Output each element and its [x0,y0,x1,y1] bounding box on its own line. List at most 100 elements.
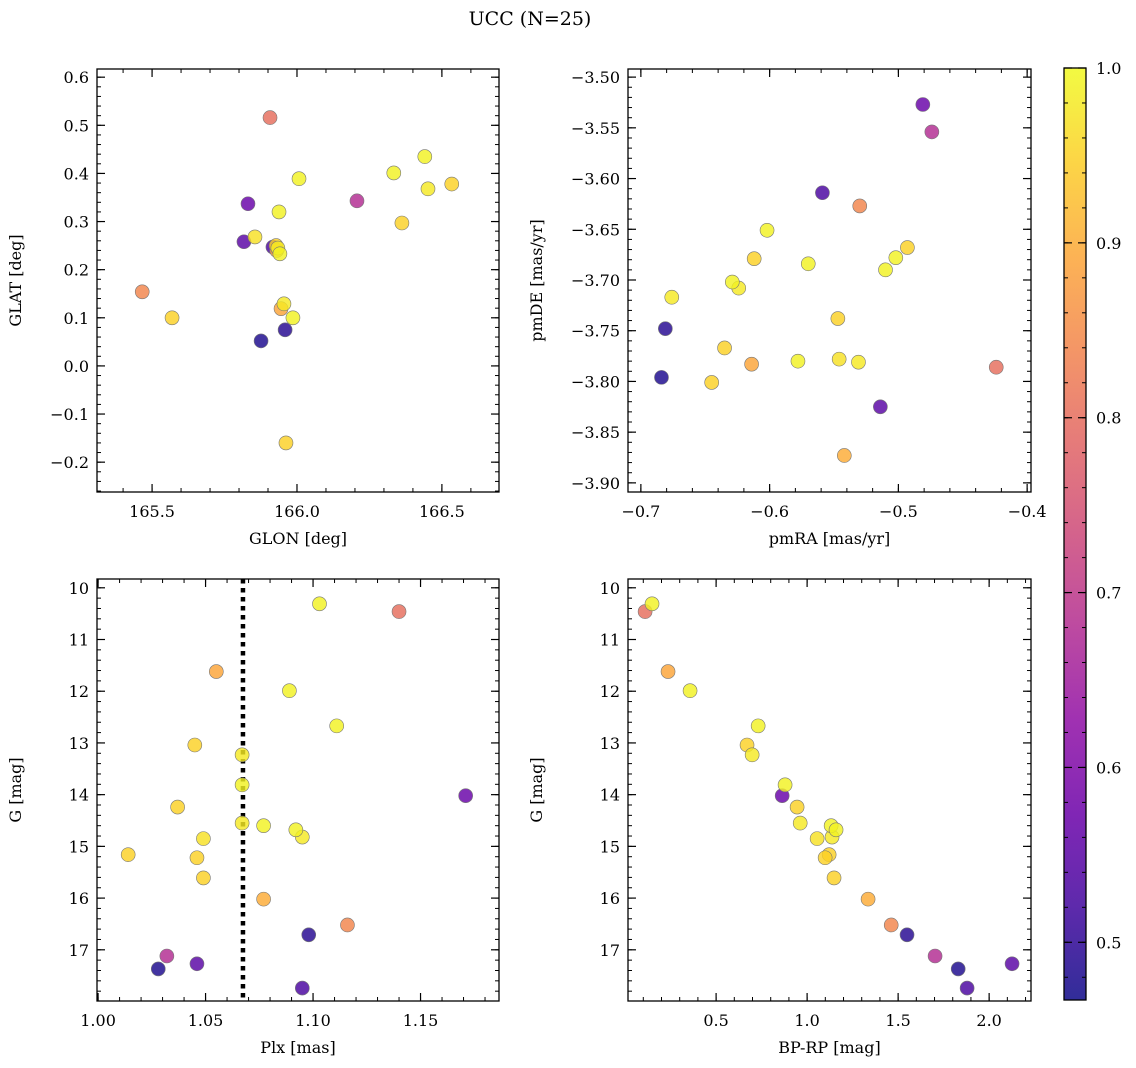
y-tick-label: 12 [69,682,89,701]
scatter-point [312,596,327,612]
y-tick-label: 11 [69,631,89,650]
scatter-point [644,596,660,612]
y-tick-label: −3.90 [571,474,620,493]
x-axis-label: pmRA [mas/yr] [769,529,891,548]
scatter-point [746,251,762,266]
y-tick-label: 14 [600,786,620,805]
scatter-point [888,250,904,265]
y-tick-label: 12 [600,682,620,701]
y-tick-label: −3.75 [571,322,620,341]
scatter-point [744,747,760,763]
x-tick-label: 2.0 [976,1011,1001,1030]
scatter-point [873,399,888,415]
scatter-point [420,181,436,197]
scatter-point [247,229,263,245]
scatter-point [256,891,271,907]
scatter-point [159,948,175,964]
scatter-point [664,289,680,305]
scatter-point [899,927,915,943]
y-tick-label: 13 [69,734,89,753]
x-tick-label: −0.6 [750,502,789,521]
x-tick-label: −0.7 [621,502,660,521]
x-tick-label: 166.0 [274,502,320,521]
scatter-point [800,256,816,272]
scatter-point [272,246,288,262]
scatter-point [724,274,740,290]
y-tick-label: 15 [69,837,89,856]
colorbar-tick-label: 0.9 [1096,234,1121,253]
x-tick-label: 165.5 [129,502,175,521]
x-tick-label: 0.5 [703,1011,728,1030]
scatter-point [750,718,766,734]
y-tick-label: 0.5 [64,116,89,135]
scatter-point [828,822,844,838]
x-tick-label: 1.0 [794,1011,819,1030]
scatter-point [759,222,775,238]
scatter-point [150,961,166,977]
y-tick-label: 14 [69,786,89,805]
scatter-point [276,296,292,312]
x-tick-label: 166.5 [419,502,465,521]
subplot-3: 1.00 1.05 1.10 1.15 10 11 12 13 14 15 16 17 Plx [mas… [6,578,500,1057]
scatter-point [852,198,868,214]
scatter-point [187,737,203,753]
scatter-point [959,980,975,996]
scatter-point [817,850,833,866]
scatter-point [704,375,719,390]
scatter-point [658,321,673,336]
y-tick-label: −3.65 [571,220,620,239]
scatter-point [253,333,269,349]
scatter-point [277,322,293,338]
scatter-point [340,917,355,933]
y-tick-label: 11 [600,631,620,650]
y-tick-label: 17 [69,941,89,960]
scatter-point [815,185,830,201]
scatter-point [329,718,344,734]
y-tick-label: 16 [600,889,620,908]
y-tick-label: −3.60 [571,170,620,189]
scatter-point [744,356,759,372]
scatter-point [234,777,250,793]
scatter-point [927,948,943,964]
scatter-point [792,815,808,831]
scatter-point [417,149,433,164]
x-tick-label: −0.4 [1008,502,1047,521]
scatter-point [878,262,893,278]
scatter-point [883,917,899,933]
scatter-point [1004,956,1020,972]
y-tick-label: 0.2 [64,261,89,280]
scatter-point [837,448,852,463]
scatter-point [950,961,966,977]
scatter-point [830,311,846,326]
colorbar-tick-label: 0.6 [1096,758,1121,777]
x-tick-label: −0.5 [879,502,918,521]
y-tick-label: 0.6 [64,68,89,87]
scatter-point [831,351,847,367]
colorbar-tick-label: 0.7 [1096,584,1121,603]
scatter-point [789,799,805,815]
scatter-point [209,664,224,679]
y-axis-label: G [mag] [527,757,546,822]
scatter-point [134,284,150,300]
colorbar-frame [1063,67,1087,1001]
scatter-point [851,354,866,370]
scatter-point [790,353,806,369]
x-tick-label: 1.05 [188,1011,224,1030]
scatter-point [809,831,825,846]
y-tick-label: −3.55 [571,119,620,138]
scatter-point [294,980,310,996]
x-axis-label: BP-RP [mag] [778,1038,880,1057]
scatter-point [278,435,294,451]
scatter-point [301,927,317,943]
scatter-point [444,176,460,192]
scatter-point [915,97,931,112]
y-tick-label: 0.3 [64,213,89,232]
scatter-point [860,891,876,907]
scatter-point [391,604,407,619]
y-tick-label: 0.0 [64,357,89,376]
scatter-point [234,815,250,831]
y-tick-label: 0.1 [64,309,89,328]
scatter-point [285,310,301,326]
y-tick-label: −3.50 [571,68,620,87]
